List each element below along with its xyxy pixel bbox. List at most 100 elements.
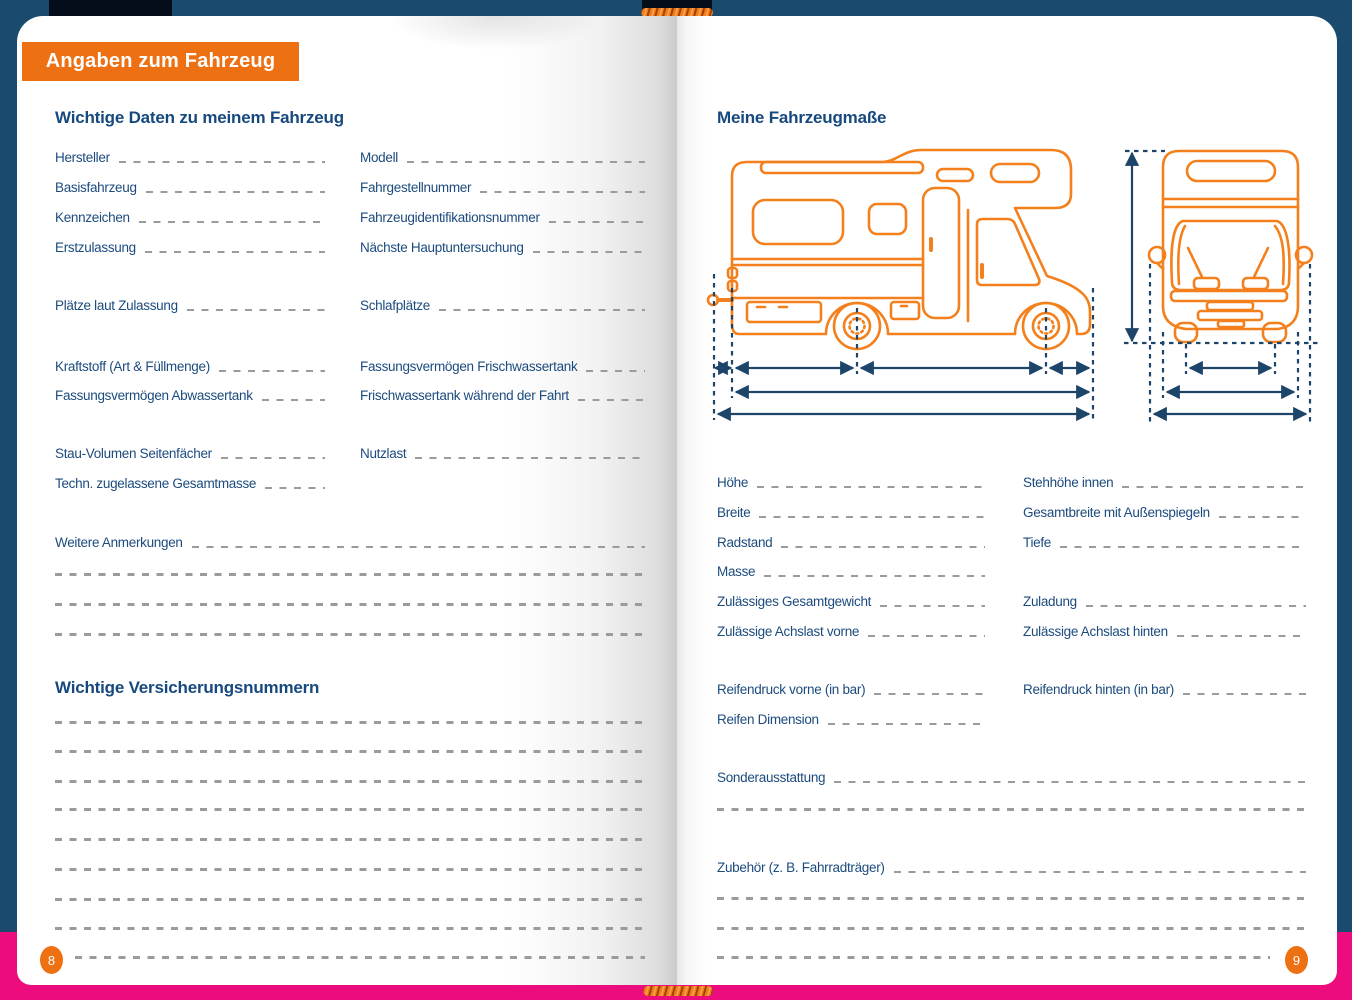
form-row: Techn. zugelassene Gesamtmasse bbox=[0, 474, 1352, 494]
writing-line bbox=[55, 721, 645, 724]
field-label: Fahrzeugidentifikationsnummer bbox=[360, 210, 540, 225]
orange-cord-top bbox=[641, 8, 713, 17]
writing-line bbox=[55, 808, 645, 811]
writing-line bbox=[717, 956, 1270, 959]
fill-in-line bbox=[1060, 545, 1306, 548]
form-row: Reifen Dimension bbox=[0, 710, 1352, 730]
writing-line bbox=[55, 927, 645, 930]
writing-line bbox=[717, 808, 1306, 811]
field-label: Stau-Volumen Seitenfächer bbox=[55, 446, 212, 461]
page-number-badge: 9 bbox=[1285, 946, 1308, 974]
page-number-badge: 8 bbox=[40, 946, 63, 974]
field-label: Reifendruck vorne (in bar) bbox=[717, 682, 866, 697]
form-row: Plätze laut Zulassung Schlafplätze bbox=[0, 296, 1352, 316]
fill-in-line bbox=[1182, 692, 1306, 695]
section-title-dimensions: Meine Fahrzeugmaße bbox=[717, 108, 887, 127]
side-view-dimension-lines bbox=[712, 274, 1095, 422]
fill-in-line bbox=[1122, 485, 1306, 488]
field-label: Höhe bbox=[717, 475, 749, 490]
field-label: Nächste Hauptuntersuchung bbox=[360, 240, 524, 255]
field-label: Kraftstoff (Art & Füllmenge) bbox=[55, 359, 210, 374]
fill-in-line bbox=[586, 369, 645, 372]
field-label: Reifendruck hinten (in bar) bbox=[1023, 682, 1174, 697]
fill-in-line bbox=[1218, 515, 1306, 518]
motorhome-front-view bbox=[1147, 149, 1314, 344]
field-label: Modell bbox=[360, 150, 398, 165]
fill-in-line bbox=[480, 190, 645, 193]
form-row: Stau-Volumen Seitenfächer Nutzlast bbox=[0, 444, 1352, 464]
form-row: Kraftstoff (Art & Füllmenge) Fassungsver… bbox=[0, 357, 1352, 377]
field-label: Plätze laut Zulassung bbox=[55, 298, 178, 313]
form-row: Hersteller Modell bbox=[0, 148, 1352, 168]
fill-in-line bbox=[757, 485, 985, 488]
field-label: Nutzlast bbox=[360, 446, 407, 461]
form-row: Zubehör (z. B. Fahrradträger) bbox=[0, 858, 1352, 878]
fill-in-line bbox=[144, 250, 325, 253]
fill-in-line bbox=[118, 160, 325, 163]
fill-in-line bbox=[548, 220, 645, 223]
fill-in-line bbox=[406, 160, 645, 163]
section-title-insurance: Wichtige Versicherungsnummern bbox=[55, 678, 320, 697]
form-row: Reifendruck vorne (in bar) Reifendruck h… bbox=[0, 680, 1352, 700]
field-label: Zulässiges Gesamtgewicht bbox=[717, 594, 872, 609]
fill-in-line bbox=[1085, 604, 1306, 607]
fill-in-line bbox=[893, 870, 1306, 873]
background-object-center bbox=[642, 0, 712, 10]
gutter-shadow bbox=[390, 16, 600, 50]
form-row: Zulässiges Gesamtgewicht Zuladung bbox=[0, 592, 1352, 612]
form-row: Breite Gesamtbreite mit Außenspiegeln bbox=[0, 503, 1352, 523]
writing-line bbox=[55, 573, 645, 576]
field-label: Hersteller bbox=[55, 150, 110, 165]
writing-line bbox=[717, 897, 1306, 900]
writing-line bbox=[55, 898, 645, 901]
field-label: Fassungsvermögen Frischwassertank bbox=[360, 359, 578, 374]
field-label: Erstzulassung bbox=[55, 240, 136, 255]
form-row: Masse bbox=[0, 562, 1352, 582]
form-row: Radstand Tiefe bbox=[0, 533, 1352, 553]
motorhome-side-view bbox=[706, 148, 1092, 351]
field-label: Basisfahrzeug bbox=[55, 180, 137, 195]
fill-in-line bbox=[261, 398, 325, 401]
fill-in-line bbox=[218, 369, 325, 372]
field-label: Zubehör (z. B. Fahrradträger) bbox=[717, 860, 885, 875]
field-label: Radstand bbox=[717, 535, 773, 550]
form-row: Sonderausstattung bbox=[0, 768, 1352, 788]
fill-in-line bbox=[191, 545, 645, 548]
chapter-badge-label: Angaben zum Fahrzeug bbox=[45, 50, 276, 72]
form-row: Höhe Stehhöhe innen bbox=[0, 473, 1352, 493]
field-label: Zulässige Achslast hinten bbox=[1023, 624, 1168, 639]
fill-in-line bbox=[880, 604, 985, 607]
fill-in-line bbox=[438, 308, 645, 311]
form-row: Weitere Anmerkungen bbox=[0, 533, 1352, 553]
field-label: Breite bbox=[717, 505, 751, 520]
field-label: Fassungsvermögen Abwassertank bbox=[55, 388, 253, 403]
fill-in-line bbox=[827, 722, 985, 725]
fill-in-line bbox=[220, 456, 325, 459]
fill-in-line bbox=[265, 486, 325, 489]
form-row: Kennzeichen Fahrzeugidentifikationsnumme… bbox=[0, 208, 1352, 228]
motorhome-dimension-drawing bbox=[706, 148, 1318, 422]
fill-in-line bbox=[834, 780, 1306, 783]
writing-line bbox=[55, 868, 645, 871]
writing-line bbox=[75, 956, 645, 959]
fill-in-line bbox=[186, 308, 325, 311]
fill-in-line bbox=[874, 692, 985, 695]
fill-in-line bbox=[577, 398, 645, 401]
field-label: Weitere Anmerkungen bbox=[55, 535, 183, 550]
orange-cord-bottom bbox=[643, 986, 713, 996]
field-label: Gesamtbreite mit Außenspiegeln bbox=[1023, 505, 1210, 520]
section-title-vehicle-data: Wichtige Daten zu meinem Fahrzeug bbox=[55, 108, 344, 127]
field-label: Techn. zugelassene Gesamtmasse bbox=[55, 476, 257, 491]
writing-line bbox=[55, 633, 645, 636]
fill-in-line bbox=[138, 220, 325, 223]
field-label: Sonderausstattung bbox=[717, 770, 826, 785]
fill-in-line bbox=[759, 515, 985, 518]
field-label: Schlafplätze bbox=[360, 298, 430, 313]
writing-line bbox=[55, 603, 645, 606]
field-label: Zuladung bbox=[1023, 594, 1077, 609]
field-label: Masse bbox=[717, 564, 756, 579]
form-row: Erstzulassung Nächste Hauptuntersuchung bbox=[0, 238, 1352, 258]
fill-in-line bbox=[868, 634, 985, 637]
fill-in-line bbox=[764, 574, 985, 577]
background-object-left bbox=[49, 0, 172, 16]
